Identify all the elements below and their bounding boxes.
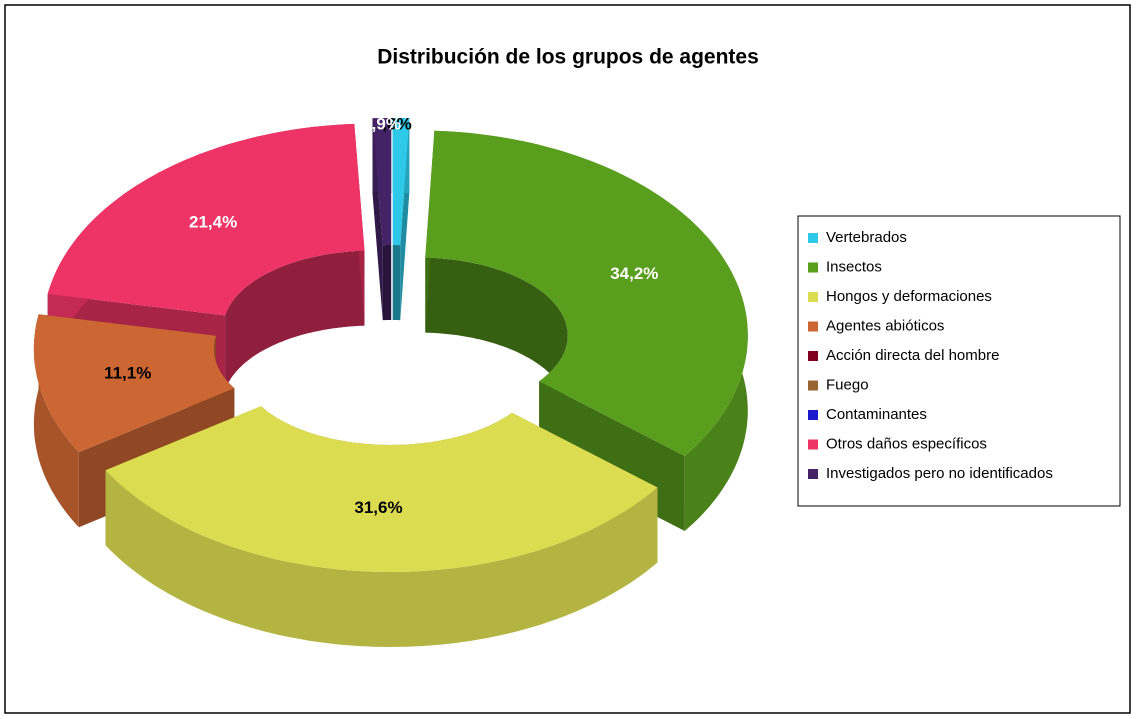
slice xyxy=(105,406,658,572)
data-label: 31,6% xyxy=(354,498,402,517)
chart-title: Distribución de los grupos de agentes xyxy=(377,46,759,69)
legend-label: Insectos xyxy=(826,258,882,275)
legend-label: Hongos y deformaciones xyxy=(826,288,992,305)
data-label: ,9% xyxy=(372,114,401,133)
legend-swatch xyxy=(808,469,818,479)
plot-area: ,8% 34,2% 31,6% 11,1% 21,4% ,9% xyxy=(33,114,748,647)
slice-side xyxy=(33,314,79,528)
legend-swatch xyxy=(808,439,818,450)
slice-side xyxy=(225,250,365,391)
data-label: 11,1% xyxy=(104,364,151,383)
slice-side xyxy=(105,470,658,647)
legend-label: Vertebrados xyxy=(826,229,907,246)
legend-swatch xyxy=(808,262,818,273)
legend-label: Fuego xyxy=(826,376,869,393)
slice xyxy=(33,314,235,453)
data-label: 21,4% xyxy=(189,213,237,232)
legend-label: Agentes abióticos xyxy=(826,317,944,334)
legend-label: Otros daños específicos xyxy=(826,435,987,452)
legend-swatch xyxy=(808,233,818,243)
slice xyxy=(425,130,748,457)
legend: Vertebrados Insectos Hongos y deformacione… xyxy=(808,229,1053,482)
legend-swatch xyxy=(808,380,818,391)
slice-side xyxy=(382,245,392,321)
data-label: ,8% xyxy=(382,114,411,133)
slice xyxy=(47,123,365,316)
slice-side xyxy=(392,245,401,321)
legend-swatch xyxy=(808,410,818,420)
legend-label: Contaminantes xyxy=(826,406,927,423)
slice-side xyxy=(425,257,568,457)
slice xyxy=(372,118,392,246)
legend-label: Investigados pero no identificados xyxy=(826,465,1053,482)
legend-swatch xyxy=(808,292,818,302)
legend-swatch xyxy=(808,351,818,361)
slice xyxy=(392,118,410,246)
legend-swatch xyxy=(808,321,818,332)
data-label: 34,2% xyxy=(610,264,658,283)
legend-box xyxy=(797,215,1121,507)
legend-label: Acción directa del hombre xyxy=(826,347,999,364)
